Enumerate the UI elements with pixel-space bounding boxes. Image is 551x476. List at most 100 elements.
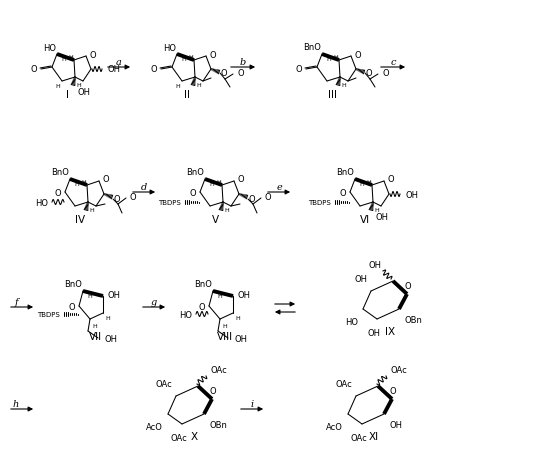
Text: H: H xyxy=(81,179,86,185)
Text: i: i xyxy=(251,399,253,408)
Text: HO: HO xyxy=(345,317,358,327)
Text: H: H xyxy=(216,179,221,185)
Text: O: O xyxy=(102,175,109,184)
Text: OAc: OAc xyxy=(155,379,172,388)
Text: OAc: OAc xyxy=(390,365,407,374)
Text: h: h xyxy=(13,399,19,408)
Text: OH: OH xyxy=(234,334,247,343)
Text: OH: OH xyxy=(104,334,117,343)
Text: O: O xyxy=(55,188,61,197)
Text: OH: OH xyxy=(107,290,120,299)
Text: BnO: BnO xyxy=(194,279,212,288)
Text: BnO: BnO xyxy=(186,168,204,177)
Text: O: O xyxy=(68,302,75,311)
Text: HO: HO xyxy=(163,44,176,53)
Text: H: H xyxy=(61,57,66,62)
Text: I: I xyxy=(66,90,68,100)
Text: H: H xyxy=(222,324,227,329)
Text: H: H xyxy=(217,293,222,298)
Text: O: O xyxy=(404,281,410,290)
Text: g: g xyxy=(151,298,157,307)
Text: HO: HO xyxy=(43,44,56,53)
Text: O: O xyxy=(209,50,215,60)
Text: OH: OH xyxy=(78,88,90,97)
Text: b: b xyxy=(240,58,246,67)
Text: BnO: BnO xyxy=(303,43,321,52)
Text: OAc: OAc xyxy=(171,433,187,442)
Text: V: V xyxy=(212,215,219,225)
Text: O: O xyxy=(237,175,244,184)
Text: III: III xyxy=(327,90,337,100)
Text: BnO: BnO xyxy=(64,279,82,288)
Text: H: H xyxy=(366,179,371,185)
Text: HO: HO xyxy=(179,310,192,319)
Text: O: O xyxy=(113,194,120,203)
Text: c: c xyxy=(390,58,396,67)
Text: OAc: OAc xyxy=(210,365,227,374)
Text: O: O xyxy=(389,386,396,395)
Text: OH: OH xyxy=(368,260,381,269)
Text: H: H xyxy=(209,182,214,187)
Text: OAc: OAc xyxy=(350,433,368,442)
Text: H: H xyxy=(89,208,94,213)
Text: XI: XI xyxy=(369,431,379,441)
Text: O: O xyxy=(190,188,196,197)
Text: O: O xyxy=(248,194,255,203)
Text: TBDPS: TBDPS xyxy=(158,199,181,206)
Text: IV: IV xyxy=(75,215,85,225)
Text: X: X xyxy=(191,431,198,441)
Text: OH: OH xyxy=(368,328,381,337)
Text: OH: OH xyxy=(237,290,250,299)
Text: VIII: VIII xyxy=(217,331,233,341)
Text: f: f xyxy=(14,298,18,307)
Text: O: O xyxy=(30,65,37,74)
Text: BnO: BnO xyxy=(336,168,354,177)
Text: IX: IX xyxy=(385,327,395,336)
Text: O: O xyxy=(198,302,205,311)
Text: H: H xyxy=(76,83,81,88)
Text: a: a xyxy=(116,58,122,67)
Text: H: H xyxy=(175,84,180,89)
Text: HO: HO xyxy=(35,198,48,207)
Text: H: H xyxy=(105,315,110,320)
Text: O: O xyxy=(237,69,244,79)
Text: TBDPS: TBDPS xyxy=(37,311,60,317)
Text: VII: VII xyxy=(89,331,101,341)
Text: H: H xyxy=(224,208,229,213)
Text: O: O xyxy=(382,69,388,79)
Text: H: H xyxy=(55,84,60,89)
Text: OBn: OBn xyxy=(404,315,422,324)
Text: O: O xyxy=(150,65,157,74)
Text: H: H xyxy=(341,83,345,88)
Text: d: d xyxy=(141,183,147,192)
Text: OBn: OBn xyxy=(209,420,227,429)
Text: e: e xyxy=(276,183,282,192)
Text: H: H xyxy=(326,57,331,62)
Text: H: H xyxy=(87,293,92,298)
Text: OH: OH xyxy=(405,190,418,199)
Text: H: H xyxy=(181,57,186,62)
Text: TBDPS: TBDPS xyxy=(308,199,331,206)
Text: OAc: OAc xyxy=(335,379,352,388)
Text: O: O xyxy=(209,386,215,395)
Text: H: H xyxy=(68,55,73,60)
Text: H: H xyxy=(359,182,364,187)
Text: II: II xyxy=(184,90,190,100)
Text: O: O xyxy=(220,69,226,79)
Text: H: H xyxy=(235,315,240,320)
Text: O: O xyxy=(129,193,136,202)
Text: O: O xyxy=(387,175,393,184)
Text: H: H xyxy=(374,208,379,213)
Text: O: O xyxy=(89,50,96,60)
Text: O: O xyxy=(339,188,346,197)
Text: O: O xyxy=(354,50,360,60)
Text: AcO: AcO xyxy=(146,422,163,431)
Text: O: O xyxy=(365,69,371,79)
Text: OH: OH xyxy=(107,65,120,74)
Text: AcO: AcO xyxy=(326,422,343,431)
Text: OH: OH xyxy=(354,275,367,283)
Text: H: H xyxy=(333,55,338,60)
Text: H: H xyxy=(188,55,193,60)
Text: BnO: BnO xyxy=(51,168,69,177)
Text: VI: VI xyxy=(360,215,370,225)
